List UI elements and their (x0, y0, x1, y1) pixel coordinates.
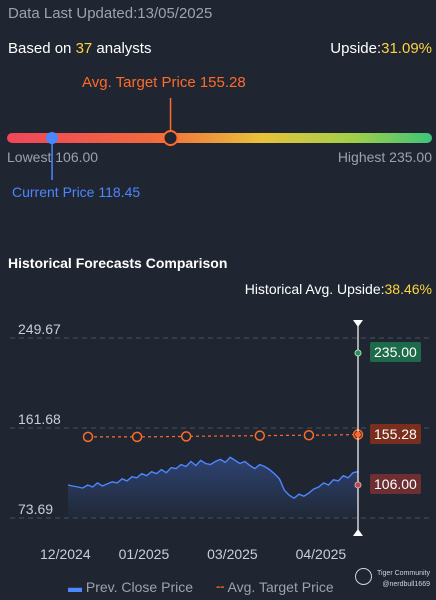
y-tick-label: 73.69 (18, 501, 54, 517)
close-price-line (67, 456, 359, 500)
legend-close-price[interactable]: ▬ Prev. Close Price (68, 579, 193, 595)
updated-label: Data Last Updated: (8, 5, 138, 22)
x-tick-label: 03/2025 (207, 546, 258, 562)
current-price-label: Current Price 118.45 (12, 184, 141, 200)
chart-crosshair[interactable] (353, 320, 363, 536)
close-price-series (67, 456, 359, 500)
legend-target-swatch: ╌ (216, 579, 228, 595)
close-price-area (68, 457, 358, 518)
low-price-dot (354, 481, 362, 489)
based-suffix: analysts (92, 40, 152, 57)
range-gradient-track (7, 133, 432, 143)
target-price-series (82, 429, 364, 443)
watermark-handle: @nerdbull1669 (382, 581, 430, 588)
x-tick-label: 12/2024 (40, 546, 91, 562)
close-price-area-fill (68, 457, 358, 518)
legend-target-label: Avg. Target Price (227, 579, 334, 595)
legend-close-swatch: ▬ (68, 579, 86, 595)
target-price-point (180, 431, 192, 442)
target-price-dot (355, 431, 361, 438)
price-range-bar (7, 98, 432, 180)
watermark-brand: Tiger Community (376, 570, 430, 577)
target-price-line (88, 433, 359, 438)
watermark: Tiger Community @nerdbull1669 (354, 568, 430, 590)
target-price-point (303, 429, 315, 441)
historical-chart (10, 320, 432, 536)
avg-target-label: Avg. Target Price 155.28 (82, 74, 246, 91)
legend-target-price[interactable]: ╌ Avg. Target Price (216, 579, 334, 596)
target-price-point (131, 431, 143, 443)
upside-label: Upside: (330, 40, 382, 57)
high-price-dot (354, 349, 362, 357)
highest-label: Highest 235.00 (337, 149, 432, 165)
current-price-marker (46, 132, 59, 144)
upside-value: 31.09% (381, 40, 432, 57)
y-tick-label: 161.68 (18, 411, 61, 427)
crosshair-bottom-handle-icon (353, 529, 363, 536)
based-prefix: Based on (8, 40, 76, 57)
analyst-count: 37 (75, 40, 93, 57)
upside-text: Upside:31.09% (330, 40, 432, 57)
crosshair-top-handle-icon (353, 320, 363, 327)
avg-target-marker (162, 130, 179, 146)
lowest-label: Lowest 106.00 (7, 149, 99, 165)
analyst-count-text: Based on 37 analysts (8, 40, 151, 57)
historical-upside-text: Historical Avg. Upside:38.46% (245, 281, 432, 297)
x-tick-label: 01/2025 (118, 546, 170, 562)
target-price-point (254, 430, 266, 441)
tiger-logo-icon (354, 568, 372, 585)
historical-upside-label: Historical Avg. Upside: (244, 281, 385, 297)
data-updated-text: Data Last Updated:13/05/2025 (8, 5, 212, 22)
historical-title: Historical Forecasts Comparison (8, 255, 228, 271)
x-tick-label: 04/2025 (295, 546, 347, 562)
target-price-label: 155.28 (370, 423, 421, 444)
low-price-label: 106.00 (370, 473, 421, 494)
high-price-label: 235.00 (370, 342, 421, 362)
y-tick-label: 249.67 (18, 321, 61, 337)
legend-close-label: Prev. Close Price (85, 579, 193, 595)
target-price-point (82, 431, 94, 443)
historical-upside-value: 38.46% (384, 281, 432, 297)
updated-date: 13/05/2025 (137, 5, 213, 22)
